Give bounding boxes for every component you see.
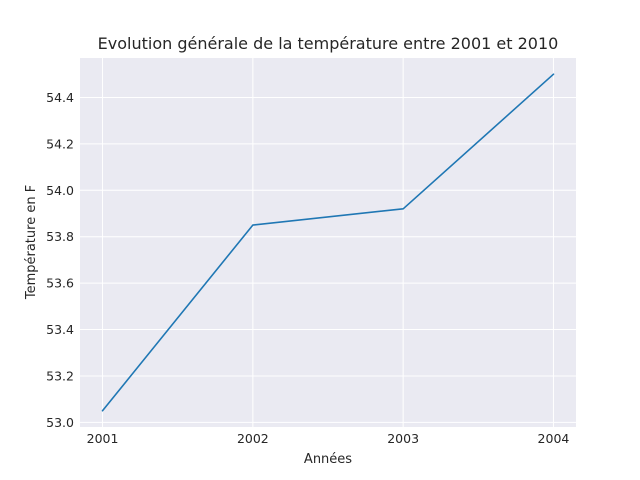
y-tick-label: 53.2 (46, 368, 74, 383)
x-tick-label: 2004 (538, 431, 570, 446)
series-line (101, 73, 555, 412)
y-axis-ticks: 53.0 53.2 53.4 53.6 53.8 54.0 54.2 54.4 (46, 90, 74, 430)
y-tick-label: 54.2 (46, 136, 74, 151)
y-tick-label: 53.4 (46, 322, 74, 337)
x-tick-label: 2003 (387, 431, 419, 446)
y-tick-label: 53.0 (46, 415, 74, 430)
x-axis-ticks: 2001 2002 2003 2004 (87, 431, 570, 446)
x-gridlines (102, 58, 554, 427)
x-tick-label: 2002 (237, 431, 269, 446)
x-axis-label: Années (304, 452, 352, 467)
plot-area (80, 58, 576, 427)
y-gridlines (80, 96, 576, 423)
y-tick-label: 53.8 (46, 229, 74, 244)
series-group (101, 73, 555, 412)
y-tick-label: 54.0 (46, 183, 74, 198)
chart-title: Evolution générale de la température ent… (98, 34, 559, 53)
y-tick-label: 54.4 (46, 90, 74, 105)
y-tick-label: 53.6 (46, 276, 74, 291)
x-tick-label: 2001 (87, 431, 119, 446)
y-axis-label: Température en F (24, 185, 39, 300)
